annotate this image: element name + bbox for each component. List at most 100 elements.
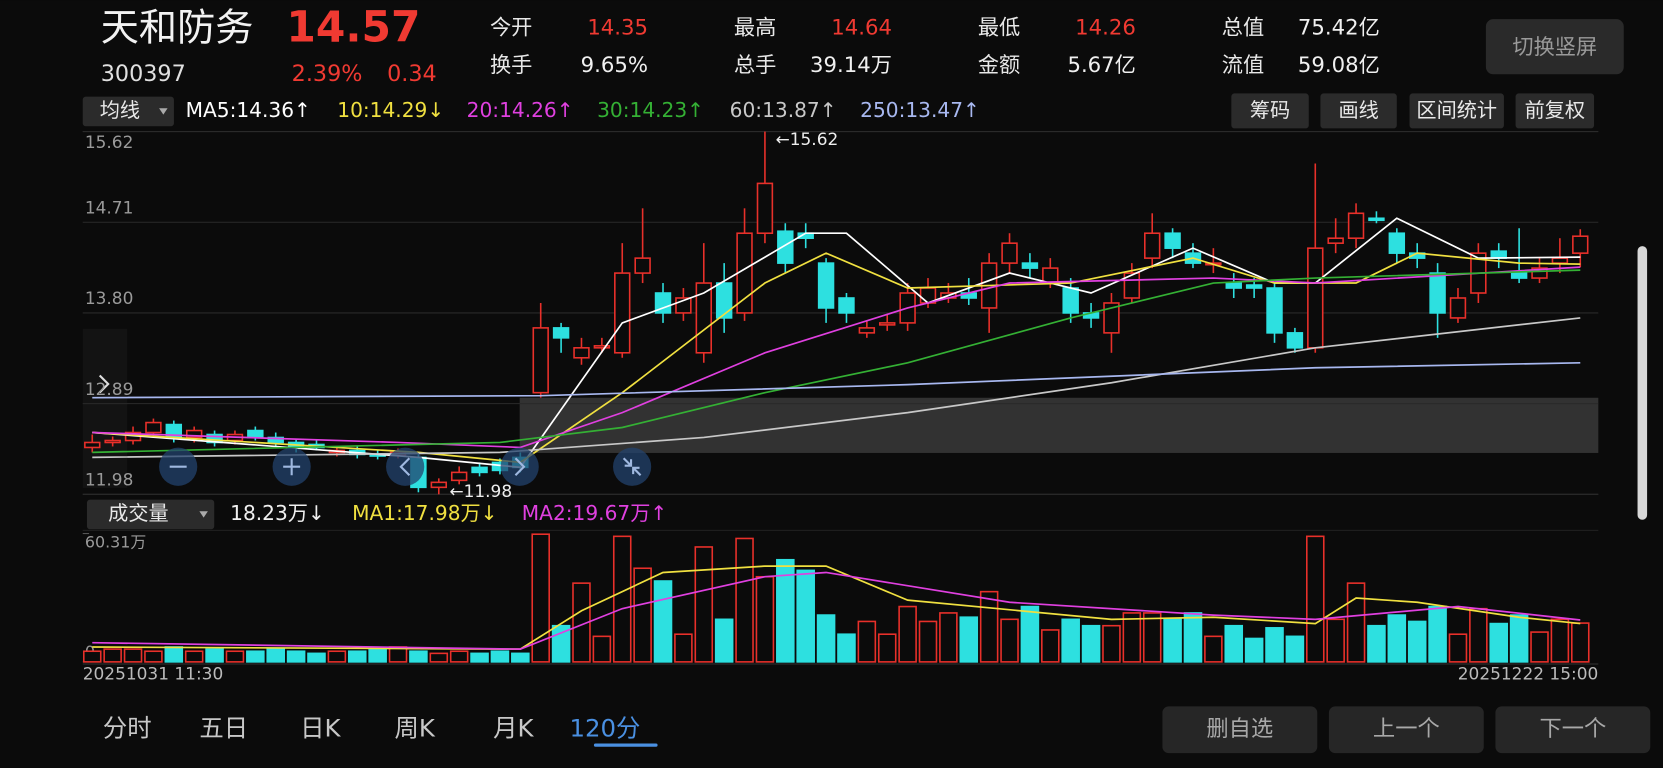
nav-button-label[interactable]: 删自选 <box>1206 716 1273 742</box>
volume-bar <box>1326 618 1345 663</box>
nav-button[interactable] <box>1495 706 1651 754</box>
period-tab[interactable]: 120分 <box>570 714 641 743</box>
stat-value: 5.67亿 <box>1067 53 1135 78</box>
tool-button-label[interactable]: 画线 <box>1338 98 1378 122</box>
candle-body <box>267 436 284 444</box>
volume-bar <box>1122 612 1142 663</box>
volume-bar <box>1163 618 1182 663</box>
candle-body <box>593 345 611 349</box>
candle-body <box>145 421 162 434</box>
nav-button-label[interactable]: 下一个 <box>1539 716 1606 742</box>
zoom-button[interactable] <box>500 447 539 486</box>
volume-bar <box>123 648 143 663</box>
volume-bar <box>1346 582 1366 663</box>
ma-legend: 60:13.87↑ <box>730 98 837 122</box>
stat-value: 75.42亿 <box>1298 16 1380 41</box>
candle-body <box>1307 247 1324 349</box>
y-tick-label: 14.71 <box>85 197 134 217</box>
tool-button-label[interactable]: 前复权 <box>1525 98 1585 122</box>
volume-ma-line <box>92 565 1581 650</box>
candle-body <box>1388 232 1406 254</box>
volume-bar <box>205 648 224 663</box>
ma-selector-label[interactable]: 均线 <box>100 98 140 122</box>
candle-body <box>654 292 672 314</box>
tool-button[interactable] <box>1515 93 1595 129</box>
stat-label: 总手 <box>734 53 776 78</box>
candle-body <box>1449 297 1467 319</box>
period-tab[interactable]: 日K <box>300 714 341 743</box>
volume-bar <box>1550 618 1570 663</box>
candle-body <box>1266 287 1283 334</box>
stat-label: 最低 <box>978 16 1020 41</box>
volume-bar <box>1448 633 1468 663</box>
candle-body <box>1551 257 1569 264</box>
period-tab[interactable]: 五日 <box>199 714 248 743</box>
ma-selector[interactable] <box>82 96 174 127</box>
y-tick-label: 11.98 <box>85 470 134 490</box>
tool-button[interactable] <box>1409 93 1504 129</box>
volume-bar <box>1020 605 1040 663</box>
orientation-button-label[interactable]: 切换竖屏 <box>1512 35 1597 60</box>
zoom-button[interactable] <box>613 447 652 486</box>
ma-line <box>92 317 1581 459</box>
candle-body <box>777 230 794 264</box>
volume-bar <box>103 648 122 663</box>
tool-button[interactable] <box>1320 93 1397 129</box>
volume-selector[interactable] <box>86 499 215 530</box>
stat-value: 39.14万 <box>810 53 892 78</box>
stat-label: 最高 <box>734 16 776 41</box>
period-tab[interactable]: 月K <box>493 714 534 743</box>
candle-body <box>430 481 448 489</box>
volume-bar <box>511 652 530 663</box>
change: 0.34 <box>387 61 437 87</box>
candle-body <box>1225 282 1242 289</box>
volume-bar <box>633 567 652 663</box>
selection-band <box>519 397 1599 453</box>
stock-price: 14.57 <box>286 3 420 52</box>
candle-body <box>838 297 855 314</box>
volume-bar <box>368 648 387 663</box>
volume-bar <box>307 652 326 663</box>
volume-bar <box>1265 627 1284 663</box>
tool-button[interactable] <box>1231 93 1309 129</box>
x-label: 20251031 11:30 <box>83 664 224 684</box>
volume-bar <box>246 650 265 663</box>
nav-button[interactable] <box>1162 706 1318 754</box>
period-tab[interactable]: 周K <box>395 714 436 743</box>
candle-body <box>185 429 203 439</box>
candle-body <box>695 282 712 354</box>
price-annotation: ←11.98 <box>449 481 512 501</box>
ma-line <box>92 252 1581 464</box>
stat-value: 14.35 <box>587 16 648 41</box>
scrollbar[interactable] <box>1637 246 1648 520</box>
price-annotation: ←15.62 <box>776 129 839 149</box>
candle-body <box>614 272 631 354</box>
volume-bar <box>409 650 428 663</box>
orientation-button[interactable] <box>1485 19 1624 75</box>
nav-button[interactable] <box>1328 706 1484 754</box>
candle-body <box>1368 217 1385 222</box>
volume-bar <box>531 533 550 663</box>
candle-body <box>756 182 774 235</box>
ma-legend: MA5:14.36↑ <box>186 98 311 122</box>
volume-selector-label[interactable]: 成交量 <box>108 501 168 525</box>
candle-body <box>1510 272 1528 279</box>
ma-line <box>92 269 1581 454</box>
volume-bar <box>449 650 469 663</box>
volume-bar <box>1204 635 1223 663</box>
zoom-button[interactable] <box>386 447 425 486</box>
period-tab[interactable]: 分时 <box>103 714 152 743</box>
volume-bar <box>266 648 286 663</box>
side-handle[interactable] <box>82 328 128 488</box>
tool-button-label[interactable]: 筹码 <box>1250 98 1290 122</box>
tool-button-label[interactable]: 区间统计 <box>1416 98 1497 122</box>
ma-legend: 30:14.23↑ <box>597 98 704 122</box>
stock-name: 天和防务 <box>101 6 254 50</box>
stock-code: 300397 <box>101 61 186 87</box>
candle-body <box>1531 267 1548 279</box>
ma-legend: 20:14.26↑ <box>467 98 574 122</box>
volume-bar <box>776 558 795 663</box>
active-tab-underline <box>593 743 658 747</box>
nav-button-label[interactable]: 上一个 <box>1373 716 1440 742</box>
